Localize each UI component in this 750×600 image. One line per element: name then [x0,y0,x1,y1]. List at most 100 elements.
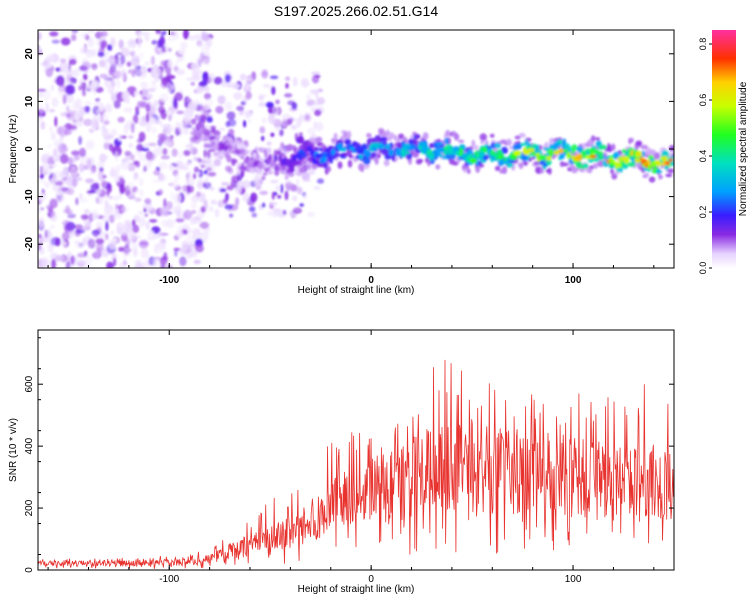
heatmap-cell [75,197,79,206]
heatmap-cell [299,203,305,207]
heatmap-cell [137,67,148,79]
heatmap-cell [231,159,238,164]
heatmap-cell [667,168,674,174]
heatmap-cell [118,262,126,268]
heatmap-cell [209,72,215,83]
y-tick-label: 10 [24,95,35,107]
heatmap-cell [321,156,328,163]
heatmap-cell [111,145,122,157]
heatmap-cell [506,163,514,168]
heatmap-cell [165,219,175,229]
heatmap-cell [243,120,247,128]
colorbar-tick-label: 0.0 [698,262,708,275]
heatmap-cell [128,135,134,139]
heatmap-cell [52,148,58,156]
heatmap-cell [172,98,178,109]
x-tick-label: -100 [159,275,179,286]
heatmap-cell [385,143,391,151]
heatmap-cell [641,150,646,157]
heatmap-cell [261,71,268,77]
heatmap-cell [143,143,149,149]
heatmap-cell [299,167,306,173]
heatmap-cell [106,188,110,197]
heatmap-cell [140,81,149,89]
heatmap-cell [314,146,319,152]
heatmap-cell [374,141,380,150]
heatmap-cell [110,230,115,236]
heatmap-cell [123,107,132,113]
heatmap-cell [224,74,231,83]
heatmap-cell [45,57,55,62]
heatmap-cell [72,68,81,78]
heatmap-cell [280,183,284,194]
heatmap-cell [62,94,67,105]
heatmap-cell [166,82,173,93]
heatmap-cell [58,80,65,88]
heatmap-cell [151,126,157,134]
heatmap-cell [410,144,417,151]
heatmap-y-label: Frequency (Hz) [8,115,19,184]
heatmap-cell [77,260,87,265]
heatmap-cell [301,172,311,181]
heatmap-cell [134,197,142,202]
heatmap-cell [379,137,387,142]
heatmap-cell [494,142,502,149]
heatmap-cell [163,198,167,209]
heatmap-cell [140,248,149,255]
heatmap-cell [160,49,167,53]
heatmap-cell [61,167,68,178]
heatmap-cell [412,138,417,146]
heatmap-cell [96,221,103,230]
heatmap-cell [206,45,210,57]
heatmap-cell [65,110,75,121]
x-tick-label: 0 [368,275,374,286]
heatmap-cell [204,143,212,148]
heatmap-cell [127,38,137,49]
heatmap-cell [81,226,91,231]
snr-y-label: SNR (10 * v/v) [8,418,19,482]
heatmap-cell [328,155,335,160]
heatmap-cell [169,191,175,200]
heatmap-cell [102,175,107,179]
heatmap-cell [239,148,245,154]
heatmap-cell [393,134,398,142]
heatmap-cell [91,166,96,175]
heatmap-cell [374,158,379,165]
heatmap-cell [148,219,158,223]
heatmap-cell [562,138,567,145]
heatmap-cell [118,39,124,49]
heatmap-cell [505,138,513,146]
heatmap-cell [175,68,186,76]
heatmap-cell [331,148,336,155]
heatmap-cell [194,166,199,173]
heatmap-cell [117,116,125,123]
heatmap-cell [660,155,669,161]
heatmap-cell [74,240,81,245]
heatmap-cell [182,222,189,230]
heatmap-cell [123,123,129,135]
heatmap-cell [110,37,116,48]
heatmap-cell [275,184,280,192]
heatmap-cell [115,208,119,215]
heatmap-cell [203,149,207,158]
heatmap-cell [454,133,460,141]
heatmap-cell [67,157,74,165]
heatmap-cell [219,127,226,131]
heatmap-cell [549,138,556,143]
heatmap-cell [60,37,71,46]
heatmap-cell [42,167,53,175]
heatmap-cell [159,206,169,217]
heatmap-cell [205,130,211,137]
heatmap-cell [177,151,185,159]
heatmap-cell [81,81,87,91]
heatmap-cell [138,210,144,215]
heatmap-cell [110,91,115,102]
heatmap-cell [190,202,198,210]
heatmap-cell [531,151,536,157]
heatmap-cell [100,30,108,37]
colorbar-tick-label: 0.4 [698,150,708,163]
heatmap-cell [472,144,479,150]
heatmap-cell [85,163,92,171]
heatmap-cell [289,166,295,173]
heatmap-cell [71,101,80,112]
